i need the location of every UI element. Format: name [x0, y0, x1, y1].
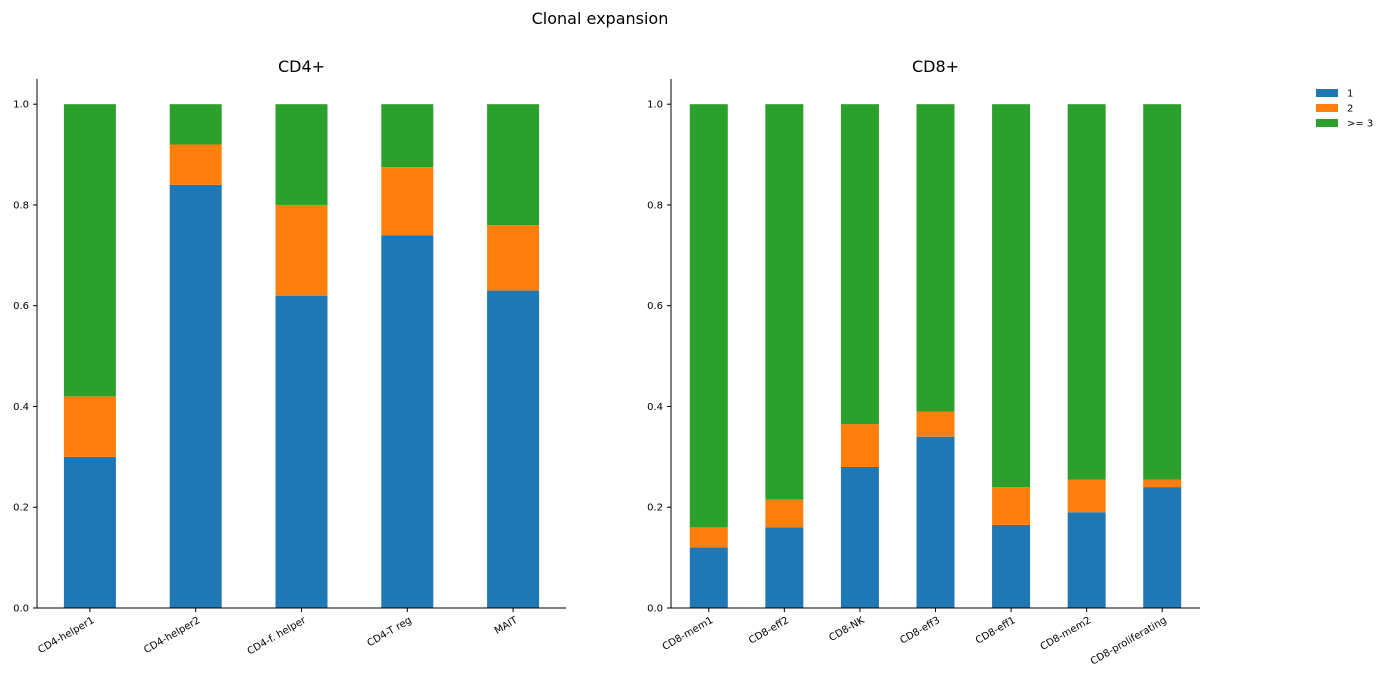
cd4-bar-cd4-helper2-series-3: [169, 104, 222, 145]
cd4-bar-cd4-f-helper-series-3: [275, 104, 328, 205]
cd8-x-tick-label: CD8-eff3: [898, 615, 942, 647]
cd8-bar-cd8-proliferating-series-2: [1143, 479, 1182, 488]
cd4-bar-mait-series-3: [487, 104, 540, 226]
cd8-x-tick-label: CD8-mem2: [1039, 615, 1094, 653]
cd4-y-axis: 0.0 0.2 0.4 0.6 0.8 1.0: [13, 79, 38, 615]
cd8-y-tick-label: 0.4: [647, 402, 663, 413]
cd8-y-tick-label: 1.0: [647, 100, 663, 111]
cd8-bar-cd8-eff1-series-1: [992, 524, 1031, 608]
cd8-x-tick-label: CD8-eff2: [747, 615, 791, 647]
cd8-bar-cd8-nk-series-2: [840, 424, 879, 467]
legend-swatch-1: [1316, 89, 1338, 97]
cd8-y-tick-label: 0.0: [647, 604, 663, 615]
cd4-x-tick-label: MAIT: [493, 615, 521, 637]
legend-swatch-3: [1316, 119, 1338, 127]
cd8-bar-cd8-eff3-series-2: [916, 411, 955, 437]
cd8-y-tick-label: 0.8: [647, 200, 663, 211]
cd4-bar-cd4-helper2-series-1: [169, 184, 222, 609]
cd4-bar-cd4-f-helper-series-2: [275, 204, 328, 296]
cd8-bar-cd8-mem1-series-1: [689, 547, 728, 608]
cd8-bar-cd8-mem1-series-3: [689, 104, 728, 528]
legend-label-3: >= 3: [1347, 119, 1373, 130]
cd8-bar-cd8-mem2-series-3: [1067, 104, 1106, 480]
cd4-x-axis: CD4-helper1 CD4-helper2 CD4-f. helper CD4-T…: [36, 607, 566, 658]
cd8-bar-cd8-eff3-series-3: [916, 104, 955, 412]
cd8-bar-cd8-nk-series-3: [840, 104, 879, 425]
cd4-x-tick-label: CD4-f. helper: [246, 615, 309, 658]
figure-title: Clonal expansion: [532, 9, 669, 28]
cd8-x-tick-label: CD8-proliferating: [1089, 615, 1169, 667]
cd8-x-tick-label: CD8-mem1: [661, 615, 716, 653]
legend: 1 2 >= 3: [1316, 89, 1373, 130]
cd4-y-tick-label: 1.0: [13, 100, 29, 111]
cd4-panel-title: CD4+: [278, 57, 325, 76]
cd8-bar-cd8-proliferating-series-1: [1143, 487, 1182, 608]
cd8-bar-cd8-eff1-series-3: [992, 104, 1031, 488]
legend-swatch-2: [1316, 104, 1338, 112]
cd4-bar-cd4-helper2-series-2: [169, 144, 222, 185]
cd8-y-tick-label: 0.2: [647, 503, 663, 514]
cd8-bar-cd8-proliferating-series-3: [1143, 104, 1182, 480]
cd8-bar-cd8-eff2-series-2: [765, 499, 804, 528]
cd8-bar-cd8-eff2-series-3: [765, 104, 804, 500]
cd4-y-tick-label: 0.4: [13, 402, 29, 413]
cd8-y-axis: 0.0 0.2 0.4 0.6 0.8 1.0: [647, 79, 672, 615]
cd4-bar-cd4-t-reg-series-3: [381, 104, 434, 168]
cd4-x-tick-label: CD4-helper2: [142, 615, 202, 656]
cd8-bar-cd8-eff3-series-1: [916, 436, 955, 608]
cd8-panel: CD8+ 0.0 0.2 0.4 0.6 0.8 1.0 CD8-mem1 CD8-eff2…: [647, 57, 1200, 668]
cd8-x-tick-label: CD8-NK: [827, 615, 866, 644]
cd8-bar-cd8-mem1-series-2: [689, 527, 728, 548]
cd4-panel: CD4+ 0.00.20.40.60.81.0 CD4-helper1 CD4-h…: [13, 57, 566, 657]
cd8-bars: [689, 104, 1182, 608]
cd8-bar-cd8-eff2-series-1: [765, 527, 804, 608]
cd4-bar-cd4-helper1-series-3: [63, 104, 116, 397]
legend-label-1: 1: [1347, 89, 1353, 100]
cd4-y-tick-label: 0.2: [13, 503, 29, 514]
cd4-y-tick-label: 0.8: [13, 200, 29, 211]
cd4-bar-cd4-t-reg-series-1: [381, 235, 434, 608]
cd8-x-axis: CD8-mem1 CD8-eff2 CD8-NK CD8-eff3 CD8-eff1 CD…: [661, 607, 1200, 668]
cd4-bar-cd4-helper1-series-1: [63, 456, 116, 608]
cd4-bar-mait-series-1: [487, 290, 540, 608]
cd8-y-tick-label: 0.6: [647, 301, 663, 312]
cd8-bar-cd8-eff1-series-2: [992, 487, 1031, 525]
cd4-y-tick-label: 0.0: [13, 604, 29, 615]
legend-label-2: 2: [1347, 104, 1353, 115]
cd4-x-tick-label: CD4-helper1: [36, 615, 96, 656]
cd4-x-tick-label: CD4-T reg: [365, 615, 413, 649]
cd8-bar-cd8-mem2-series-1: [1067, 512, 1106, 608]
cd4-y-tick-label: 0.6: [13, 301, 29, 312]
cd8-bar-cd8-mem2-series-2: [1067, 479, 1106, 513]
cd8-panel-title: CD8+: [912, 57, 959, 76]
cd8-bar-cd8-nk-series-1: [840, 466, 879, 608]
cd4-bar-mait-series-2: [487, 225, 540, 291]
cd4-bars: [63, 104, 540, 609]
cd8-x-tick-label: CD8-eff1: [974, 615, 1018, 647]
cd4-bar-cd4-t-reg-series-2: [381, 167, 434, 236]
cd4-bar-cd4-f-helper-series-1: [275, 295, 328, 608]
cd4-bar-cd4-helper1-series-2: [63, 396, 116, 457]
